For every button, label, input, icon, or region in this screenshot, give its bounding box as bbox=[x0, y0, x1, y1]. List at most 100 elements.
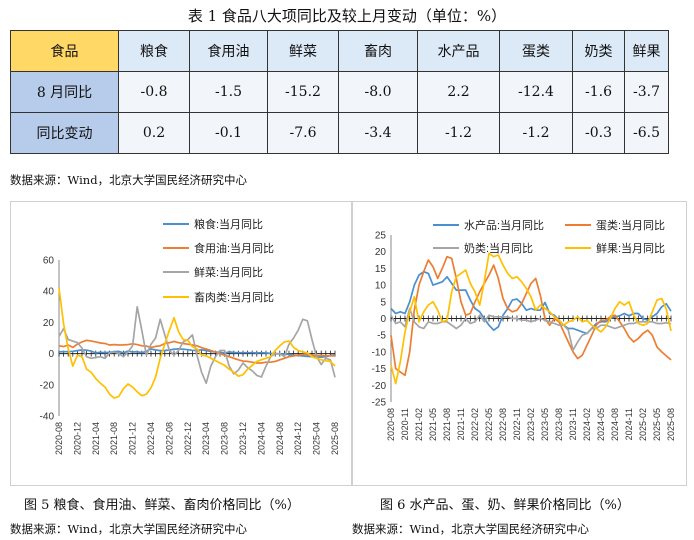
header-cell: 食用油 bbox=[189, 30, 268, 72]
y-tick-label: 20 bbox=[43, 318, 55, 329]
series-line bbox=[390, 252, 672, 385]
summary-table: 食品 粮食 食用油 鲜菜 畜肉 水产品 蛋类 奶类 鲜果 8 月同比 -0.8 … bbox=[10, 30, 669, 154]
x-tick-label: 2021-05 bbox=[428, 408, 438, 441]
chart-5-caption: 图 5 粮食、食用油、鲜菜、畜肉价格同比（%） bbox=[24, 498, 300, 513]
x-tick-label: 2023-08 bbox=[220, 422, 230, 455]
chart-5-frame: -40 -20 0 20 40 60 2020-08 2020-12 2021-04 2021-0… bbox=[10, 201, 352, 486]
x-tick-label: 2023-11 bbox=[568, 408, 578, 440]
series-line bbox=[390, 255, 672, 377]
table-cell: -3.4 bbox=[338, 112, 418, 154]
chart-6-caption: 图 6 水产品、蛋、奶、鲜果价格同比（%） bbox=[380, 498, 630, 513]
chart-6: -25 -20 -15 -10 -5 0 5 10 15 20 25 2020-08 2020-11 20… bbox=[372, 218, 676, 441]
x-tick-label: 2024-05 bbox=[596, 408, 606, 441]
x-tick-label: 2024-11 bbox=[624, 408, 634, 440]
x-tick-label: 2021-02 bbox=[414, 408, 424, 441]
series-line bbox=[58, 305, 336, 385]
y-tick-label: -25 bbox=[372, 398, 387, 409]
series-line bbox=[390, 270, 672, 335]
x-tick-label: 2024-08 bbox=[275, 422, 285, 455]
x-tick-label: 2020-08 bbox=[386, 408, 396, 441]
table-header-row: 食品 粮食 食用油 鲜菜 畜肉 水产品 蛋类 奶类 鲜果 bbox=[10, 30, 669, 72]
legend-label: 水产品:当月同比 bbox=[464, 218, 544, 232]
y-tick-label: 0 bbox=[380, 314, 386, 325]
x-tick-label: 2021-08 bbox=[442, 408, 452, 441]
table-cell: -0.8 bbox=[118, 71, 190, 113]
x-tick-label: 2021-04 bbox=[91, 422, 101, 455]
y-tick-label: 0 bbox=[48, 349, 54, 360]
table-row: 8 月同比 -0.8 -1.5 -15.2 -8.0 2.2 -12.4 -1.… bbox=[10, 71, 669, 113]
header-cell: 畜肉 bbox=[338, 30, 418, 72]
x-tick-label: 2020-11 bbox=[400, 408, 410, 440]
x-tick-label: 2022-08 bbox=[498, 408, 508, 441]
x-tick-label: 2021-12 bbox=[128, 422, 138, 455]
y-tick-label: 15 bbox=[375, 264, 387, 275]
table-row: 同比变动 0.2 -0.1 -7.6 -3.4 -1.2 -1.2 -0.3 -… bbox=[10, 112, 669, 154]
chart-5-source: 数据来源：Wind，北京大学国民经济研究中心 bbox=[10, 522, 248, 536]
y-tick-label: 25 bbox=[375, 231, 387, 242]
x-tick-label: 2025-08 bbox=[666, 408, 676, 441]
x-tick-label: 2024-04 bbox=[256, 422, 266, 455]
series-line bbox=[58, 339, 336, 364]
y-tick-label: 5 bbox=[380, 297, 386, 308]
table-cell: -0.3 bbox=[572, 112, 625, 154]
x-tick-label: 2023-12 bbox=[238, 422, 248, 455]
x-tick-label: 2023-08 bbox=[554, 408, 564, 441]
y-tick-label: -15 bbox=[372, 364, 387, 375]
x-tick-label: 2022-12 bbox=[183, 422, 193, 455]
legend-label: 奶类:当月同比 bbox=[464, 241, 533, 255]
table-cell: -1.5 bbox=[189, 71, 268, 113]
table-cell: 2.2 bbox=[417, 71, 500, 113]
legend-label: 粮食:当月同比 bbox=[194, 217, 263, 231]
x-tick-label: 2023-05 bbox=[540, 408, 550, 441]
legend-label: 蛋类:当月同比 bbox=[596, 218, 665, 232]
y-tick-label: -5 bbox=[377, 331, 386, 342]
y-tick-label: 10 bbox=[375, 281, 387, 292]
x-tick-label: 2024-12 bbox=[293, 422, 303, 455]
table-cell: -7.6 bbox=[267, 112, 339, 154]
table-cell: -1.2 bbox=[417, 112, 500, 154]
header-cell: 鲜菜 bbox=[267, 30, 339, 72]
x-tick-label: 2023-04 bbox=[201, 422, 211, 455]
x-tick-label: 2024-02 bbox=[582, 408, 592, 441]
table-cell: -1.2 bbox=[499, 112, 573, 154]
y-tick-label: 40 bbox=[43, 287, 55, 298]
header-cell: 食品 bbox=[10, 30, 119, 72]
legend-label: 鲜果:当月同比 bbox=[596, 241, 665, 255]
series-line bbox=[58, 348, 336, 359]
x-tick-label: 2021-11 bbox=[456, 408, 466, 440]
series-line bbox=[390, 307, 672, 352]
header-cell: 蛋类 bbox=[499, 30, 573, 72]
table-cell: -0.1 bbox=[189, 112, 268, 154]
x-tick-label: 2022-08 bbox=[164, 422, 174, 455]
x-tick-label: 2022-04 bbox=[146, 422, 156, 455]
x-tick-label: 2021-08 bbox=[109, 422, 119, 455]
table-cell: -12.4 bbox=[499, 71, 573, 113]
header-cell: 奶类 bbox=[572, 30, 625, 72]
y-tick-label: 20 bbox=[375, 247, 387, 258]
y-tick-label: -40 bbox=[40, 412, 55, 423]
chart-6-frame: -25 -20 -15 -10 -5 0 5 10 15 20 25 2020-08 2020-11 20… bbox=[352, 201, 687, 486]
x-tick-label: 2023-02 bbox=[526, 408, 536, 441]
x-tick-label: 2024-08 bbox=[610, 408, 620, 441]
y-tick-label: 60 bbox=[43, 256, 55, 267]
chart-6-source: 数据来源：Wind，北京大学国民经济研究中心 bbox=[352, 522, 590, 536]
x-tick-label: 2025-05 bbox=[652, 408, 662, 441]
table-cell: -3.7 bbox=[624, 71, 669, 113]
legend-label: 食用油:当月同比 bbox=[194, 241, 274, 255]
header-cell: 水产品 bbox=[417, 30, 500, 72]
table-cell: -6.5 bbox=[624, 112, 669, 154]
legend-label: 畜肉类:当月同比 bbox=[194, 290, 274, 304]
x-tick-label: 2022-11 bbox=[512, 408, 522, 440]
table-cell: -15.2 bbox=[267, 71, 339, 113]
y-tick-label: -20 bbox=[40, 380, 55, 391]
header-cell: 粮食 bbox=[118, 30, 190, 72]
x-tick-label: 2022-02 bbox=[470, 408, 480, 441]
table-cell: 0.2 bbox=[118, 112, 190, 154]
legend-label: 鲜菜:当月同比 bbox=[194, 265, 263, 279]
chart-5: -40 -20 0 20 40 60 2020-08 2020-12 2021-04 2021-0… bbox=[40, 217, 340, 455]
row-label: 同比变动 bbox=[10, 112, 119, 154]
x-tick-label: 2020-08 bbox=[54, 422, 64, 455]
y-tick-label: -20 bbox=[372, 381, 387, 392]
table-title: 表 1 食品八大项同比及较上月变动（单位：%） bbox=[187, 7, 507, 25]
x-tick-label: 2022-05 bbox=[484, 408, 494, 441]
